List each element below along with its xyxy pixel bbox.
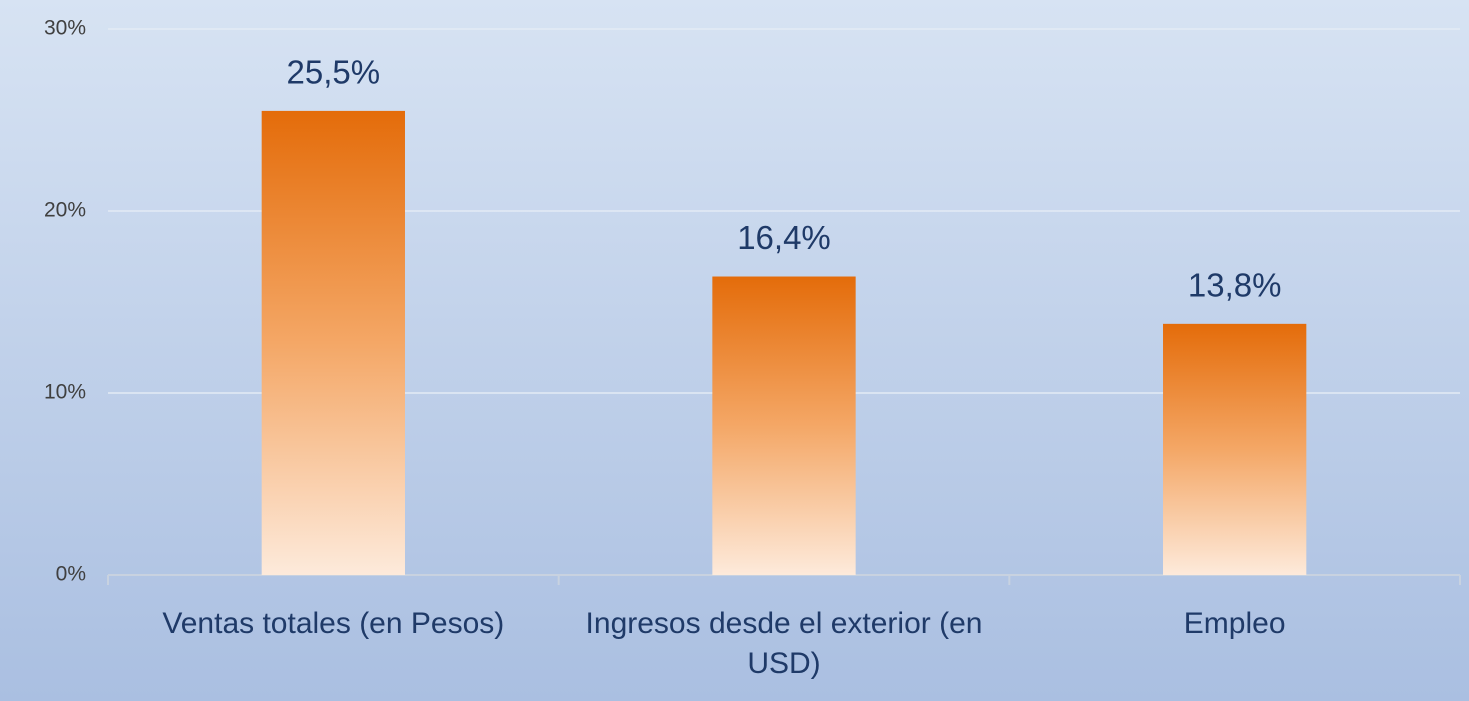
bar	[1163, 323, 1307, 575]
bar	[261, 110, 405, 576]
y-tick-label: 30%	[44, 17, 86, 40]
x-tick-label: Ventas totales (en Pesos)	[162, 607, 505, 640]
data-label: 16,4%	[737, 219, 831, 256]
data-label: 25,5%	[287, 54, 381, 91]
x-tick-label: Empleo	[1183, 607, 1286, 640]
y-tick-label: 0%	[56, 563, 86, 586]
y-tick-label: 20%	[44, 199, 86, 222]
x-tick-label: Ingresos desde el exterior (en USD)	[585, 607, 983, 680]
bar	[712, 276, 856, 575]
y-tick-label: 10%	[44, 381, 86, 404]
data-label: 13,8%	[1188, 267, 1282, 304]
